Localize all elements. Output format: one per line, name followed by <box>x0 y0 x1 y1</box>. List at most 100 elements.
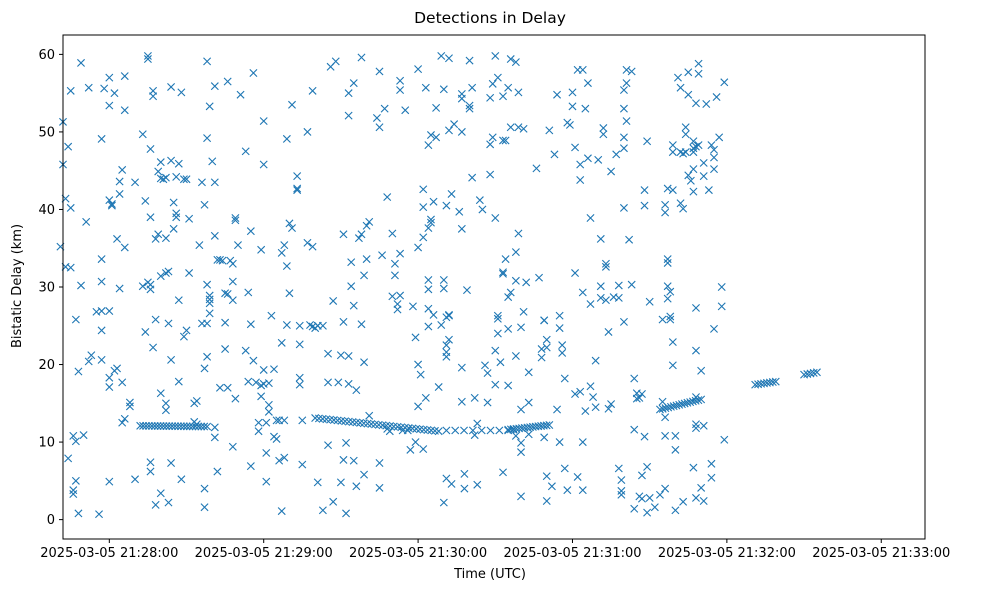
detection-point <box>105 383 114 392</box>
detection-point <box>455 207 464 216</box>
detection-point <box>215 383 224 392</box>
detection-point <box>565 120 574 129</box>
detection-point <box>329 416 338 425</box>
detection-point <box>259 365 268 374</box>
detection-point <box>699 497 708 505</box>
detection-point <box>586 382 595 391</box>
detection-point <box>313 478 322 487</box>
detection-point <box>262 448 271 457</box>
detection-point <box>233 241 242 250</box>
detection-point <box>378 251 387 260</box>
detection-point <box>161 234 170 243</box>
detection-point <box>105 196 114 205</box>
detection-point <box>205 291 214 300</box>
detection-point <box>375 123 384 132</box>
detection-point <box>444 126 453 135</box>
detection-point <box>105 373 114 382</box>
detection-point <box>203 422 212 431</box>
detection-point <box>249 69 258 77</box>
detection-point <box>372 113 381 122</box>
detection-point <box>210 178 219 187</box>
plot-frame <box>62 34 926 540</box>
detection-point <box>599 124 608 133</box>
detection-point <box>617 486 626 495</box>
detection-point <box>640 186 649 195</box>
detection-point <box>334 378 343 387</box>
detection-point <box>159 422 168 431</box>
detection-point <box>215 255 224 264</box>
detection-point <box>336 478 345 487</box>
detection-point <box>69 486 78 495</box>
detection-point <box>511 352 520 360</box>
detection-point <box>200 200 209 209</box>
detection-point <box>318 321 327 330</box>
detection-point <box>97 307 106 316</box>
detection-point <box>699 172 708 181</box>
detection-point <box>84 83 93 92</box>
detection-point <box>488 133 497 142</box>
detection-point <box>573 472 582 481</box>
detection-point <box>314 414 323 423</box>
x-axis: 2025-03-05 21:28:00 2025-03-05 21:29:00 20… <box>40 539 950 561</box>
detection-point <box>439 498 448 507</box>
detection-point <box>637 390 646 398</box>
detection-point <box>442 352 451 361</box>
detection-point <box>107 200 116 209</box>
detection-point <box>324 349 333 358</box>
detection-point <box>341 417 350 426</box>
detection-point <box>421 83 430 92</box>
detection-point <box>415 425 424 434</box>
detection-point <box>491 380 500 389</box>
detection-point <box>416 370 425 379</box>
detection-point <box>375 459 384 468</box>
detection-point <box>221 345 230 354</box>
detection-point <box>146 285 155 294</box>
detection-point <box>172 209 181 218</box>
detection-point <box>105 307 114 316</box>
detection-point <box>596 282 605 291</box>
detection-point <box>308 86 317 95</box>
detection-point <box>348 418 357 427</box>
detection-point <box>280 416 289 425</box>
detection-point <box>383 193 392 202</box>
detection-point <box>139 421 148 430</box>
detection-point <box>71 437 80 446</box>
detection-point <box>113 364 122 373</box>
detection-point <box>619 104 628 113</box>
x-tick-label: 2025-03-05 21:31:00 <box>503 546 641 561</box>
detection-point <box>607 400 616 409</box>
detection-point <box>424 141 433 150</box>
detection-point <box>131 475 140 484</box>
detection-point <box>105 101 114 110</box>
detection-point <box>118 418 127 427</box>
detection-point <box>535 273 544 282</box>
detection-point <box>432 103 441 112</box>
detection-point <box>607 167 616 176</box>
detection-point <box>699 421 708 430</box>
detection-point <box>375 483 384 492</box>
detection-point <box>707 459 716 468</box>
detection-point <box>375 67 384 76</box>
detection-point <box>517 438 526 447</box>
detection-point <box>558 348 567 357</box>
detection-point <box>262 477 271 486</box>
detection-point <box>97 355 106 364</box>
detection-point <box>197 422 206 431</box>
detection-point <box>69 431 78 440</box>
detection-point <box>637 494 646 503</box>
detection-point <box>339 455 348 464</box>
detection-point <box>177 88 186 97</box>
detection-point <box>465 101 474 110</box>
detection-point <box>491 346 500 355</box>
detection-point <box>668 338 677 347</box>
detection-point <box>146 213 155 222</box>
detection-point <box>604 327 613 336</box>
detection-point <box>768 378 777 387</box>
detection-point <box>663 294 672 303</box>
detection-point <box>185 422 194 431</box>
detection-point <box>684 68 693 77</box>
detection-point <box>185 214 194 223</box>
detection-point <box>205 299 214 308</box>
detection-point <box>517 405 526 414</box>
detection-point <box>640 432 649 441</box>
